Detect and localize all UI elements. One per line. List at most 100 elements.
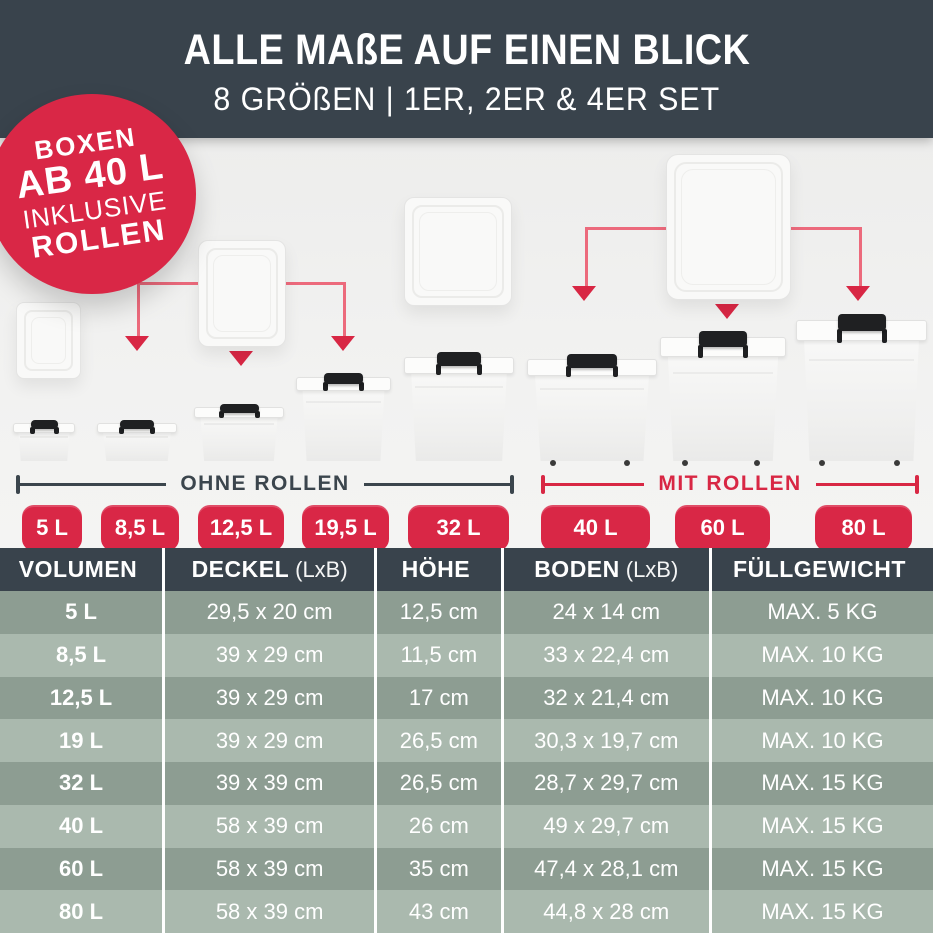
lid-illustration-lid-12l: [198, 240, 286, 347]
box-clamp-leg: [255, 411, 260, 418]
box-body: [302, 389, 385, 461]
box-illustration-box-12-5l: [194, 404, 284, 461]
cell-max-weight: MAX. 10 KG: [708, 719, 933, 762]
table-row: 80 L 58 x 39 cm 43 cm 44,8 x 28 cm MAX. …: [0, 890, 933, 933]
bracket-line: [20, 482, 167, 486]
box-body: [200, 416, 278, 461]
group-label-ohne-rollen: OHNE ROLLEN: [180, 472, 350, 495]
bracket-right-tick: [915, 474, 920, 494]
size-badge: 32 L: [408, 505, 509, 551]
column-label: VOLUMEN: [18, 556, 138, 582]
box-illustration-box-60l: [660, 331, 786, 466]
lid-illustration-lid-60l: [666, 154, 791, 300]
table-row: 19 L 39 x 29 cm 26,5 cm 30,3 x 19,7 cm M…: [0, 719, 933, 762]
bracket-left-tick: [541, 474, 545, 494]
cell-volume: 32 L: [59, 770, 104, 796]
bracket-right-tick: [510, 474, 514, 494]
cell-height: 26,5 cm: [374, 719, 500, 762]
column-label: DECKEL: [191, 556, 290, 582]
connector-line: [585, 227, 588, 287]
lid-inner-outline: [412, 205, 504, 298]
bracket-mit-rollen: MIT ROLLEN: [541, 472, 920, 496]
cell-base-size: 49 x 29,7 cm: [500, 804, 709, 848]
size-badge: 80 L: [815, 505, 912, 551]
box-wheel: [550, 460, 556, 466]
cell-volume: 8,5 L: [55, 642, 107, 668]
cell-base-size: 44,8 x 28 cm: [500, 890, 709, 933]
box-illustration-box-8-5l: [97, 420, 177, 461]
box-body: [102, 431, 172, 461]
box-clamp-handle: [567, 354, 617, 368]
box-body: [804, 339, 919, 461]
promo-badge-text: BOXEN AB 40 L INKLUSIVE ROLLEN: [10, 120, 174, 264]
box-body: [534, 374, 650, 461]
table-row: 32 L 39 x 39 cm 26,5 cm 28,7 x 29,7 cm M…: [0, 762, 933, 805]
box-clamp-leg: [219, 411, 224, 418]
box-clamp-leg: [119, 427, 124, 434]
table-row: 5 L 29,5 x 20 cm 12,5 cm 24 x 14 cm MAX.…: [0, 591, 933, 634]
cell-lid-size: 39 x 39 cm: [162, 762, 374, 805]
size-badge-row: 5 L 8,5 L 12,5 L 19,5 L 32 L 40 L 60 L 8…: [0, 505, 933, 551]
bracket-line: [815, 482, 916, 486]
cell-lid-size: 58 x 39 cm: [162, 804, 374, 848]
table-row: 12,5 L 39 x 29 cm 17 cm 32 x 21,4 cm MAX…: [0, 676, 933, 720]
cell-lid-size: 39 x 29 cm: [162, 633, 374, 677]
lid-illustration-lid-32l: [404, 197, 512, 306]
table-column-header: VOLUMEN: [0, 548, 162, 591]
lid-illustration-lid-5l: [16, 302, 81, 379]
size-badge: 19,5 L: [302, 505, 389, 551]
arrow-down-icon: [846, 286, 870, 301]
arrow-down-icon: [572, 286, 596, 301]
cell-base-size: 28,7 x 29,7 cm: [500, 762, 709, 805]
box-clamp-leg: [30, 427, 35, 434]
cell-base-size: 30,3 x 19,7 cm: [500, 719, 709, 762]
promo-badge: BOXEN AB 40 L INKLUSIVE ROLLEN: [0, 94, 196, 294]
box-illustration-box-19l: [296, 373, 391, 461]
cell-volume: 19 L: [59, 727, 104, 753]
box-illustration-box-32l: [404, 352, 514, 461]
box-clamp-leg: [150, 427, 155, 434]
page-title: ALLE MAßE AUF EINEN BLICK: [183, 26, 750, 74]
size-badge: 60 L: [675, 505, 770, 551]
lid-inner-outline: [206, 248, 278, 339]
table-column-header: HÖHE: [374, 548, 500, 591]
size-badge: 12,5 L: [198, 505, 284, 551]
lid-inner-outline: [681, 169, 776, 285]
spec-table-header: VOLUMEN DECKEL (LxB) HÖHE BODEN (LxB) FÜ…: [0, 548, 933, 591]
connector-line: [343, 282, 346, 337]
table-column-header: FÜLLGEWICHT: [708, 548, 933, 591]
cell-height: 43 cm: [374, 890, 500, 933]
column-label: BODEN: [534, 556, 620, 582]
box-clamp-handle: [324, 373, 363, 384]
cell-height: 26,5 cm: [374, 762, 500, 805]
lid-inner-outline: [419, 212, 497, 291]
cell-volume: 40 L: [59, 813, 104, 839]
box-clamp-leg: [323, 382, 328, 391]
cell-height: 26 cm: [374, 804, 500, 848]
group-label-mit-rollen: MIT ROLLEN: [658, 472, 802, 495]
cell-max-weight: MAX. 15 KG: [708, 890, 933, 933]
cell-max-weight: MAX. 15 KG: [708, 804, 933, 848]
cell-base-size: 33 x 22,4 cm: [500, 633, 709, 677]
cell-lid-size: 58 x 39 cm: [162, 890, 374, 933]
table-row: 40 L 58 x 39 cm 26 cm 49 x 29,7 cm MAX. …: [0, 804, 933, 848]
lid-inner-outline: [31, 317, 66, 364]
cell-height: 12,5 cm: [374, 591, 500, 634]
box-clamp-leg: [882, 329, 887, 343]
cell-base-size: 24 x 14 cm: [500, 591, 709, 634]
cell-volume: 80 L: [59, 898, 104, 924]
column-label: HÖHE: [401, 556, 471, 582]
bracket-ohne-rollen: OHNE ROLLEN: [16, 472, 514, 496]
arrow-down-icon: [715, 304, 739, 319]
cell-volume: 5 L: [65, 599, 97, 625]
cell-height: 17 cm: [374, 676, 500, 720]
cell-max-weight: MAX. 10 KG: [708, 676, 933, 720]
box-body: [18, 431, 70, 461]
cell-volume: 12,5 L: [49, 684, 113, 710]
cell-max-weight: MAX. 15 KG: [708, 847, 933, 891]
cell-lid-size: 39 x 29 cm: [162, 676, 374, 720]
cell-base-size: 47,4 x 28,1 cm: [500, 847, 709, 891]
connector-line: [137, 282, 140, 337]
column-label: FÜLLGEWICHT: [733, 556, 906, 582]
